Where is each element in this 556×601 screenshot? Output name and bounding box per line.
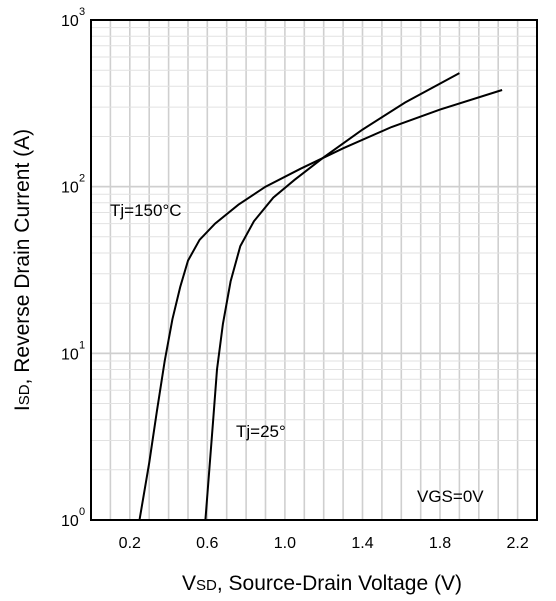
x-axis-label-rest: , Source-Drain Voltage (V): [217, 572, 462, 595]
y-tick-label: 10: [61, 180, 79, 197]
series-line-1: [204, 72, 460, 521]
x-axis-label: VSD, Source-Drain Voltage (V): [182, 572, 462, 595]
series-label-tj150: Tj=150°C: [110, 201, 182, 220]
y-tick-exponent: 0: [79, 506, 85, 518]
y-axis-label-main: I: [11, 405, 34, 411]
series-label-tj25: Tj=25°: [236, 422, 286, 441]
y-tick-exponent: 2: [79, 173, 85, 185]
y-tick-exponent: 3: [79, 6, 85, 18]
x-tick-labels: 0.2 0.6 1.0 1.4 1.8 2.2: [119, 535, 529, 552]
y-tick-label: 10: [61, 346, 79, 363]
series-line-0: [138, 89, 503, 521]
x-axis-label-main: V: [182, 572, 196, 595]
x-tick-label: 1.4: [351, 535, 373, 552]
y-axis-label-rest: , Reverse Drain Current (A): [11, 129, 34, 385]
y-tick-label: 10: [61, 13, 79, 30]
y-tick-exponent: 1: [79, 339, 85, 351]
x-tick-label: 1.0: [274, 535, 296, 552]
x-tick-label: 0.6: [196, 535, 218, 552]
x-tick-label: 2.2: [506, 535, 528, 552]
plot-frame: [90, 19, 538, 521]
x-axis-label-sub: SD: [196, 577, 217, 594]
y-axis-label: ISD, Reverse Drain Current (A): [11, 129, 34, 411]
curves: [138, 72, 503, 521]
y-tick-label: 10: [61, 513, 79, 530]
x-tick-label: 1.8: [429, 535, 451, 552]
annotation-vgs: VGS=0V: [417, 487, 484, 506]
x-tick-label: 0.2: [119, 535, 141, 552]
y-axis-label-sub: SD: [16, 384, 33, 405]
grid: [91, 20, 537, 520]
